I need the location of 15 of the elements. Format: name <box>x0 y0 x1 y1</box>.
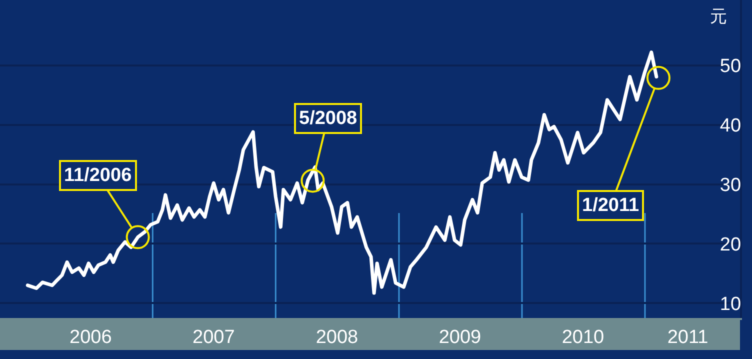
y-axis-title: 元 <box>710 7 727 27</box>
x-tick-label: 2007 <box>192 326 235 348</box>
y-tick-label: 20 <box>720 234 742 256</box>
annotation: 1/2011 <box>582 195 640 216</box>
y-tick-label: 10 <box>720 294 742 315</box>
x-tick-label: 2006 <box>70 326 112 348</box>
x-tick-label: 2011 <box>667 326 708 348</box>
annotation: 11/2006 <box>64 165 132 186</box>
x-tick-label: 2010 <box>562 326 604 348</box>
x-tick-label: 2009 <box>438 326 482 348</box>
y-tick-label: 30 <box>720 174 742 196</box>
y-tick-label: 50 <box>720 56 742 78</box>
x-tick-label: 2008 <box>316 326 358 348</box>
annotation: 5/2008 <box>299 108 358 129</box>
y-tick-label: 40 <box>720 115 742 136</box>
